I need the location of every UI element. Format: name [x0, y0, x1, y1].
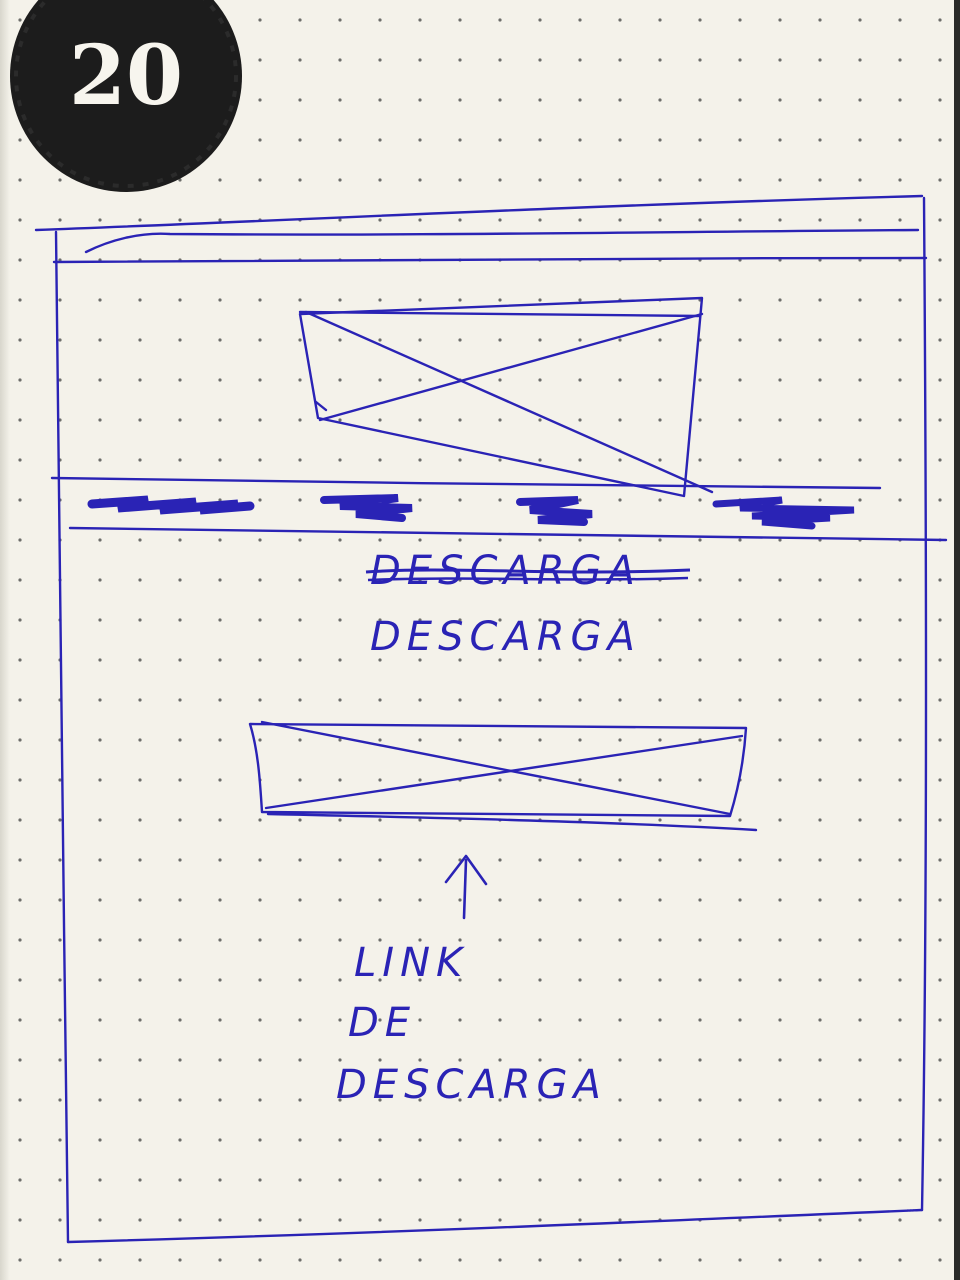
- nav-item-scribble: [712, 496, 855, 530]
- scratched-heading: DESCARGA: [365, 548, 691, 594]
- annotation-line: DE: [348, 1000, 416, 1046]
- arrow-up-icon: [444, 854, 488, 920]
- nav-item-scribble: [320, 494, 413, 522]
- toolbar-divider: [52, 256, 928, 264]
- download-link-annotation: LINK DE DESCARGA: [336, 940, 607, 1108]
- browser-frame-top: [34, 194, 924, 232]
- hero-image-placeholder: [298, 296, 714, 498]
- browser-frame-bottom: [66, 1208, 924, 1244]
- nav-item-scribble: [516, 496, 593, 526]
- annotation-line: LINK: [354, 940, 468, 986]
- nav-menu-items: [87, 494, 855, 530]
- notebook-binding: [954, 0, 960, 1280]
- nav-item-scribble: [87, 495, 255, 515]
- page-number-badge: 20: [10, 0, 242, 192]
- browser-frame-right: [920, 196, 928, 1212]
- browser-frame-left: [54, 230, 70, 1244]
- nav-band-bottom: [68, 526, 948, 542]
- nav-band-top: [50, 476, 882, 490]
- download-heading: DESCARGA: [370, 614, 641, 660]
- page-number: 20: [69, 28, 183, 124]
- address-bar-line: [84, 228, 920, 254]
- download-banner-placeholder[interactable]: [248, 720, 758, 832]
- annotation-line: DESCARGA: [336, 1062, 607, 1108]
